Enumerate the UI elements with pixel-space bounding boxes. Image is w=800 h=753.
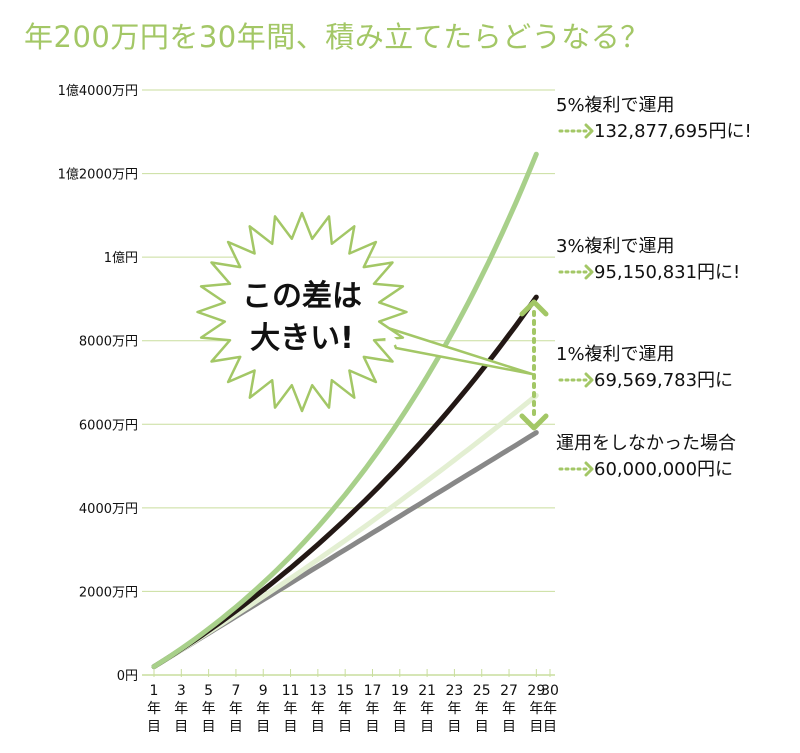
x-tick-label: 25 年目 [473, 683, 491, 735]
x-tick-label: 1 年目 [147, 683, 161, 735]
x-tick-label: 5 年目 [202, 683, 216, 735]
x-tick-label: 30 年目 [541, 683, 559, 735]
series-labels: 5%複利で運用 132,877,695円に! 3%複利で運用 95,150,831円に… [556, 95, 752, 480]
x-tick-label: 29 年目 [527, 683, 545, 735]
x-tick-label: 17 年目 [364, 683, 382, 735]
chart-title: 年200万円を30年間、積み立てたらどうなる？ [24, 20, 650, 54]
arrow-head-bottom [519, 413, 549, 431]
series-label-arrow-1 [584, 264, 594, 280]
series-label-value-0: 132,877,695円に! [594, 121, 752, 142]
y-tick-label: 0円 [117, 669, 138, 684]
y-axis-ticks: 0円 2000万円 4000万円 6000万円 8000万円 1億円 1億2000万円 1億4… [58, 83, 138, 684]
burst-pointer-join [385, 330, 400, 350]
series-label-name-3: 運用をしなかった場合 [556, 433, 736, 454]
difference-arrow [519, 299, 549, 431]
y-tick-label: 8000万円 [79, 335, 138, 350]
x-tick-label: 9 年目 [256, 683, 270, 735]
x-tick-label: 23 年目 [445, 683, 463, 735]
y-tick-label: 1億2000万円 [58, 167, 138, 183]
series-label-arrow-2 [584, 372, 594, 388]
series-label-value-3: 60,000,000円に [594, 459, 733, 480]
x-tick-label: 11 年目 [282, 683, 300, 735]
x-tick-label: 27 年目 [500, 683, 518, 735]
series-label-arrow-3 [584, 461, 594, 477]
series-label-value-2: 69,569,783円に [594, 370, 733, 391]
y-tick-label: 4000万円 [79, 502, 138, 517]
series-label-value-1: 95,150,831円に! [594, 262, 740, 283]
series-label-arrow-0 [584, 123, 594, 139]
x-tick-label: 7 年目 [229, 683, 243, 735]
series-label-name-1: 3%複利で運用 [556, 236, 675, 257]
series-label-name-2: 1%複利で運用 [556, 344, 675, 365]
x-tick-label: 15 年目 [336, 683, 354, 735]
x-tick-label: 13 年目 [309, 683, 327, 735]
series-lines [151, 151, 539, 670]
x-tick-label: 3 年目 [174, 683, 188, 735]
x-tick-label: 21 年目 [418, 683, 436, 735]
series-line-0 [151, 151, 539, 670]
annotation-line-1: この差は [242, 279, 362, 314]
y-tick-label: 1億4000万円 [58, 83, 138, 99]
y-tick-label: 2000万円 [79, 585, 138, 600]
starburst-shape [196, 211, 408, 413]
x-tick-label: 19 年目 [391, 683, 409, 735]
y-tick-label: 1億円 [104, 250, 138, 266]
annotation-line-2: 大きい! [250, 321, 354, 356]
arrow-head-top [519, 299, 549, 317]
series-label-name-0: 5%複利で運用 [556, 95, 675, 116]
x-axis-ticks: 1 年目 3 年目 5 年目 7 年目 9 年目 11 年目 13 年目 15 年目 17 年目 19 年目 21 年目 2… [147, 683, 559, 735]
y-tick-label: 6000万円 [79, 418, 138, 433]
